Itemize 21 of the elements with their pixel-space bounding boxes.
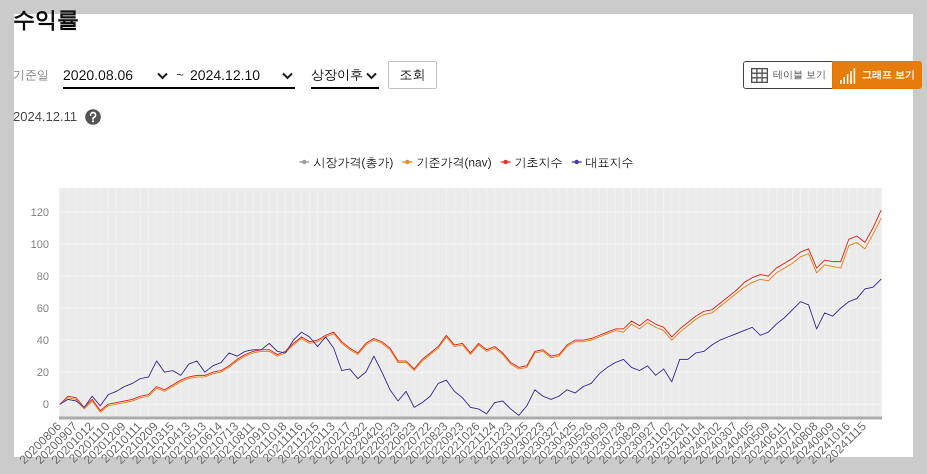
button: 조회 bbox=[388, 61, 437, 89]
title: 수익률 bbox=[13, 6, 79, 34]
toggle-label: 그래프 보기 bbox=[862, 69, 915, 82]
y-tick-label: 120 bbox=[30, 207, 49, 220]
toggle-label: 테이블 보기 bbox=[773, 69, 826, 82]
y-tick-label: 20 bbox=[36, 367, 49, 380]
legend-label: 시장가격(총가) bbox=[313, 156, 394, 170]
y-tick-label: 80 bbox=[36, 271, 49, 284]
y-tick-label: 40 bbox=[36, 335, 49, 348]
legend-label: 대표지수 bbox=[586, 156, 634, 170]
subtitle: 2024.12.11 bbox=[13, 109, 78, 125]
legend-label: 기준가격(nav) bbox=[416, 156, 492, 170]
legend-label: 기초지수 bbox=[514, 156, 563, 170]
dropdown-value: 2024.12.10 bbox=[190, 66, 260, 84]
dropdown-value: 상장이후 bbox=[311, 66, 363, 84]
y-tick-label: 0 bbox=[42, 399, 49, 412]
annotation: 기준일 bbox=[13, 67, 49, 83]
y-tick-label: 100 bbox=[30, 239, 49, 252]
y-tick-label: 60 bbox=[36, 303, 49, 316]
annotation: ~ bbox=[175, 66, 185, 84]
dropdown-value: 2020.08.06 bbox=[63, 66, 134, 84]
